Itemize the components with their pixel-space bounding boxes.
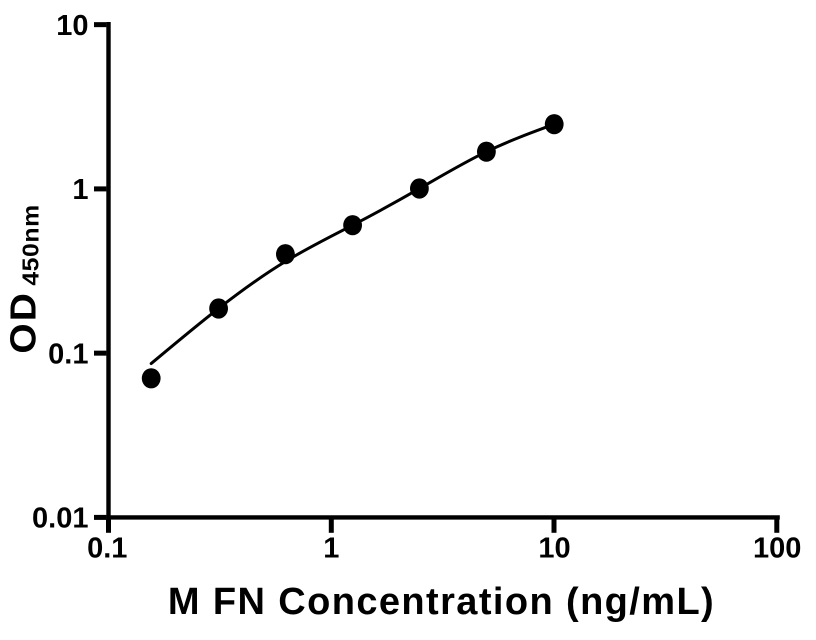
- svg-text:1: 1: [72, 174, 88, 206]
- svg-text:100: 100: [753, 533, 801, 565]
- svg-text:10: 10: [538, 533, 570, 565]
- svg-text:1: 1: [323, 533, 339, 565]
- svg-text:0.1: 0.1: [87, 533, 127, 565]
- svg-text:10: 10: [56, 10, 88, 42]
- svg-text:0.1: 0.1: [48, 338, 88, 370]
- svg-text:0.01: 0.01: [32, 503, 88, 535]
- svg-text:M FN Concentration (ng/mL): M FN Concentration (ng/mL): [168, 581, 715, 623]
